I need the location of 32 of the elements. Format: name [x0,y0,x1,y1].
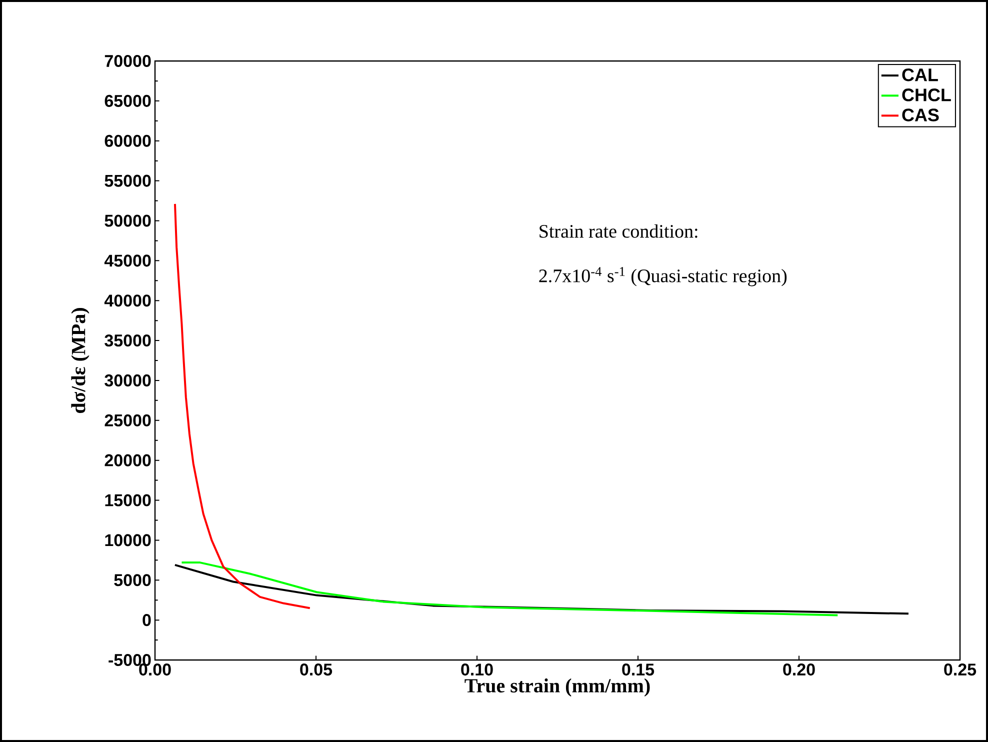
annotation: 2.7x10$^{-4}$ s$^{-1}$ (Quasi-static region) [539,267,787,286]
x-tick-label: 0.10 [461,664,493,676]
x-tick-label: 0.20 [783,664,815,676]
y-tick-label: 40000 [104,294,151,307]
y-tick-label: 15000 [105,494,151,506]
y-tick-label: 25000 [104,414,151,426]
x-axis-title: True strain (mm/mm) [464,678,650,697]
y-tick-label: 10000 [105,534,151,546]
line-series [180,562,839,616]
y-tick-label: 50000 [104,214,151,227]
x-tick-label: 0.15 [622,664,654,676]
y-axis-title: dσ/dε (MPa) [71,308,90,414]
y-tick-label: 20000 [104,454,151,466]
legend-label: CHCL [902,88,951,102]
line-series [174,202,311,610]
y-tick-label: 45000 [104,254,151,267]
y-tick-label: 30000 [104,374,151,386]
y-tick-label: 5000 [114,574,151,586]
y-tick-label: 60000 [104,134,151,147]
line-series [174,564,910,615]
y-tick-label: 55000 [104,174,151,187]
legend-label: CAS [902,108,939,122]
x-tick-label: 0.05 [300,664,332,676]
y-tick-label: -5000 [108,654,151,666]
y-tick-label: 0 [142,614,151,626]
y-tick-label: 35000 [104,334,151,347]
x-tick-label: 0.00 [139,664,171,676]
annotation: Strain rate condition: [540,224,698,238]
x-tick-label: 0.25 [944,664,976,676]
y-tick-label: 65000 [104,94,151,107]
legend-label: CAL [902,68,938,82]
y-tick-label: 70000 [104,54,151,68]
